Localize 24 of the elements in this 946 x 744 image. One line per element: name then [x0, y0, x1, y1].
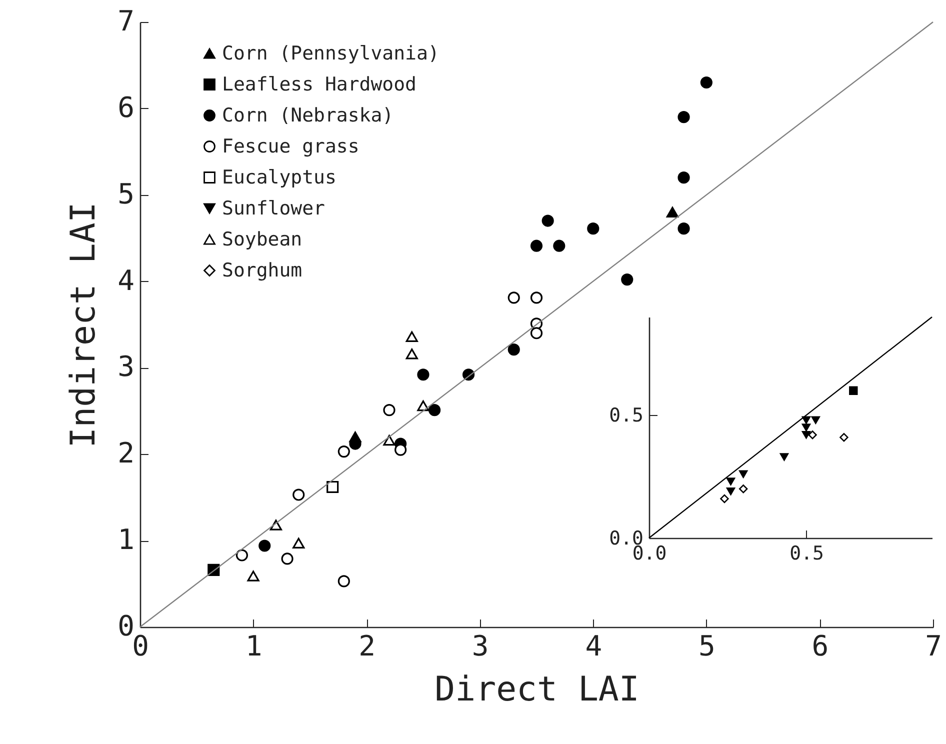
- x-axis-title: Direct LAI: [434, 670, 640, 710]
- y-tick-label: 3: [118, 350, 134, 384]
- legend-label: Corn (Nebraska): [222, 104, 394, 126]
- x-tick-label: 6: [812, 630, 829, 662]
- x-tick-label: 1: [245, 630, 262, 662]
- y-tick-label: 5: [118, 177, 134, 210]
- y-tick-label: 2: [118, 436, 134, 470]
- legend-label: Fescue grass: [222, 136, 360, 158]
- legend-label: Corn (Pennsylvania): [222, 42, 440, 64]
- x-tick-label: 7: [925, 630, 942, 662]
- legend-label: Leafless Hardwood: [222, 74, 416, 96]
- legend-label: Eucalyptus: [222, 166, 336, 188]
- y-axis-title: Indirect LAI: [64, 202, 104, 448]
- y-tick-label: 7: [118, 4, 134, 38]
- x-tick-label: 2: [358, 630, 376, 662]
- legend-label: Sorghum: [222, 260, 302, 282]
- x-tick-label: 5: [698, 630, 716, 662]
- legend-label: Sunflower: [222, 198, 325, 220]
- y-tick-label: 6: [118, 90, 134, 124]
- x-tick-label: 4: [585, 630, 602, 662]
- x-tick-label: 3: [472, 630, 489, 662]
- y-tick-label: 0: [118, 610, 134, 642]
- legend-label: Soybean: [222, 228, 302, 250]
- y-tick-label: 4: [118, 264, 134, 297]
